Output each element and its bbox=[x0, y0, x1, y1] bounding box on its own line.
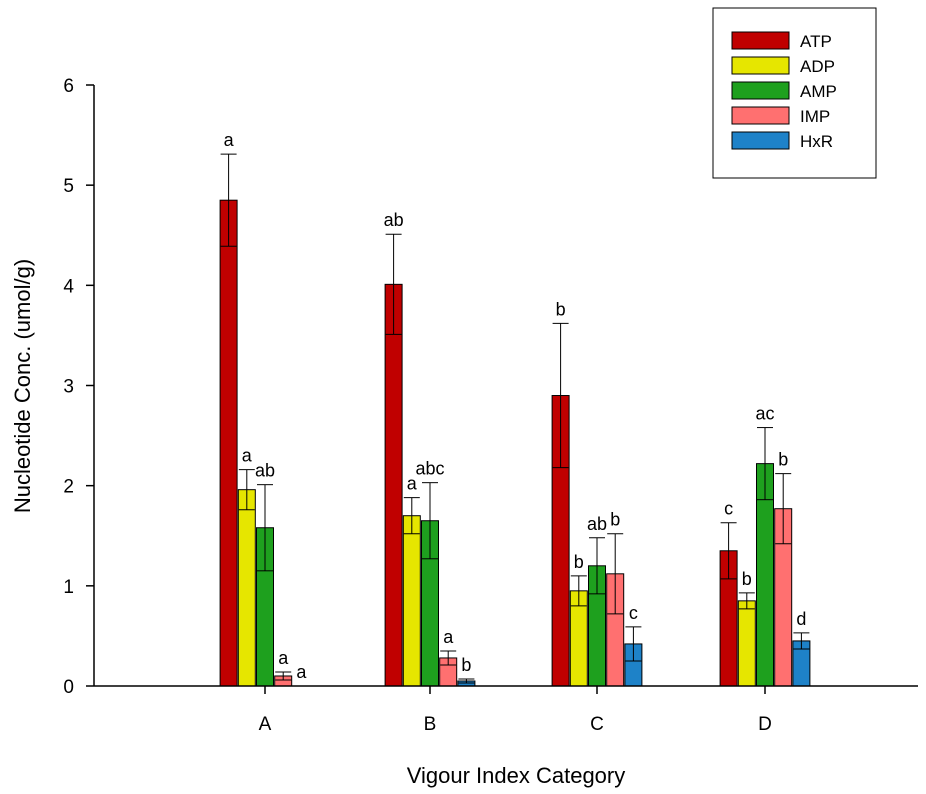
significance-label: a bbox=[407, 474, 418, 494]
significance-label: abc bbox=[415, 459, 444, 479]
x-tick-label: B bbox=[424, 714, 437, 735]
y-ticks: 0 1 2 3 4 5 6 bbox=[63, 76, 94, 698]
y-tick-label: 0 bbox=[63, 677, 74, 698]
significance-label: a bbox=[443, 627, 454, 647]
bar-atp-a bbox=[219, 199, 238, 687]
significance-label: c bbox=[724, 499, 733, 519]
x-tick-label: C bbox=[590, 714, 604, 735]
bar-adp-a bbox=[237, 489, 256, 687]
significance-label: ac bbox=[755, 404, 774, 424]
y-tick-label: 5 bbox=[63, 176, 74, 197]
significance-label: b bbox=[556, 299, 566, 319]
significance-label: ab bbox=[587, 514, 607, 534]
legend-swatch-imp bbox=[731, 106, 790, 125]
y-tick-label: 1 bbox=[63, 577, 74, 598]
significance-label: a bbox=[242, 446, 253, 466]
significance-label: b bbox=[610, 510, 620, 530]
significance-label: c bbox=[629, 603, 638, 623]
bar-adp-d bbox=[737, 600, 756, 687]
legend-swatch-hxr bbox=[731, 131, 790, 150]
legend-label-adp: ADP bbox=[800, 57, 835, 76]
y-tick-label: 3 bbox=[63, 377, 74, 398]
x-tick-label: A bbox=[259, 714, 272, 735]
significance-label: a bbox=[296, 662, 307, 682]
x-ticks: A B C D bbox=[259, 686, 772, 735]
significance-label: b bbox=[461, 655, 471, 675]
significance-label: ab bbox=[255, 461, 275, 481]
legend-label-imp: IMP bbox=[800, 107, 830, 126]
bar-atp-b bbox=[384, 283, 403, 687]
legend: ATP ADP AMP IMP HxR bbox=[712, 7, 877, 179]
y-tick-label: 4 bbox=[63, 276, 74, 297]
legend-swatch-adp bbox=[731, 56, 790, 75]
significance-label: d bbox=[796, 609, 806, 629]
significance-label: b bbox=[574, 552, 584, 572]
y-tick-label: 6 bbox=[63, 76, 74, 97]
x-tick-label: D bbox=[758, 714, 772, 735]
y-axis-title: Nucleotide Conc. (umol/g) bbox=[10, 259, 35, 513]
significance-label: b bbox=[742, 569, 752, 589]
legend-label-atp: ATP bbox=[800, 32, 832, 51]
legend-swatch-amp bbox=[731, 81, 790, 100]
significance-label: a bbox=[224, 130, 235, 150]
legend-label-amp: AMP bbox=[800, 82, 837, 101]
significance-label: b bbox=[778, 450, 788, 470]
bar-adp-b bbox=[402, 515, 421, 687]
legend-label-hxr: HxR bbox=[800, 132, 833, 151]
y-tick-label: 2 bbox=[63, 477, 74, 498]
x-axis-title: Vigour Index Category bbox=[407, 763, 626, 788]
significance-label: a bbox=[278, 648, 289, 668]
significance-label: ab bbox=[384, 210, 404, 230]
legend-swatch-atp bbox=[731, 31, 790, 50]
